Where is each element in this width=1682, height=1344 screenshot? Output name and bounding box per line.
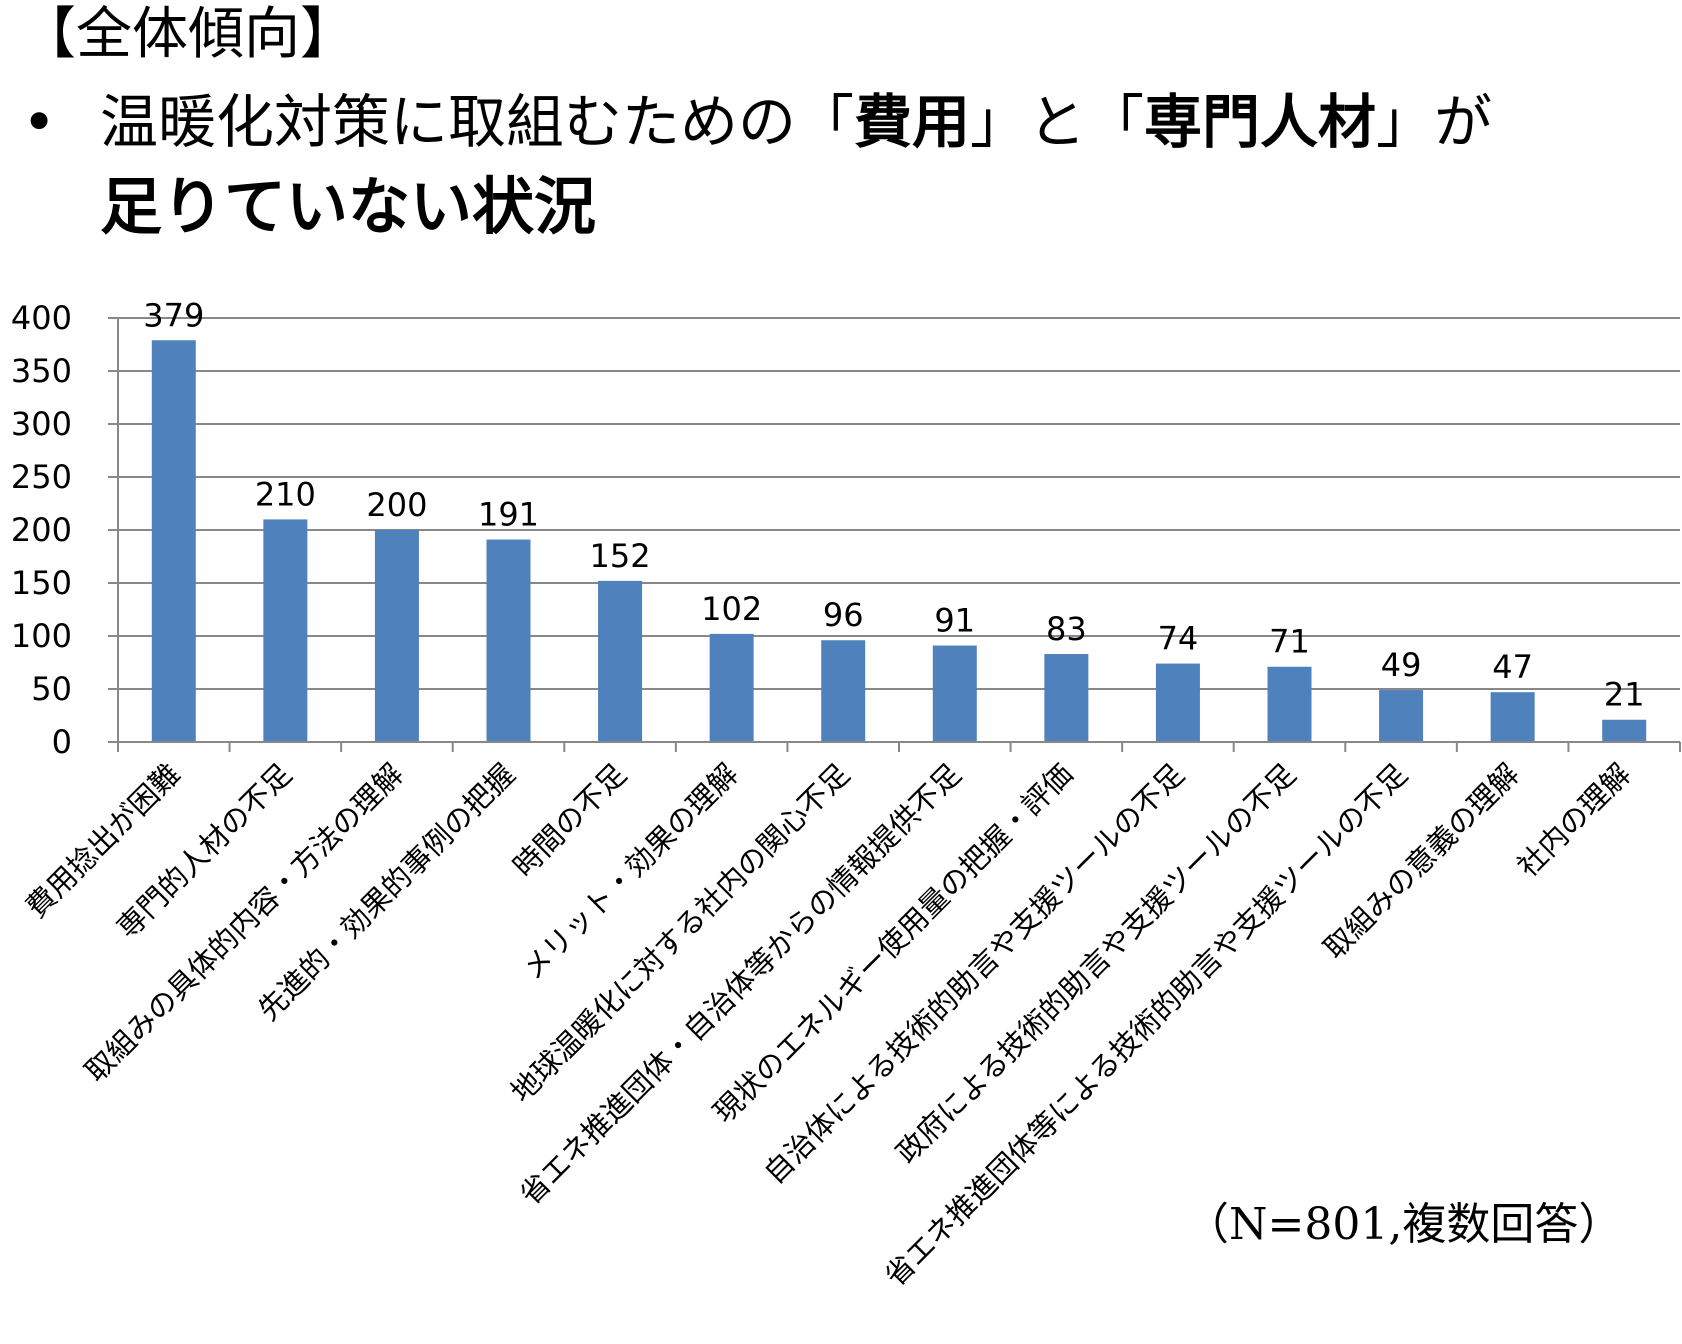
x-axis-label: 社内の理解: [1511, 757, 1638, 884]
bar: [821, 640, 866, 742]
x-axis-label: 取組みの意義の理解: [1317, 757, 1526, 966]
data-label: 96: [823, 596, 864, 634]
sample-note: （N=801,複数回答）: [1185, 1199, 1623, 1250]
data-label: 74: [1158, 620, 1199, 658]
bar: [1155, 663, 1200, 742]
bullet-glyph: •: [22, 88, 57, 156]
bar: [932, 645, 977, 742]
data-labels: 379 210 200 191 152 102 96 91 83 74 71 49 47 21: [143, 296, 1644, 713]
data-label: 379: [143, 296, 204, 334]
bars: [151, 340, 1647, 742]
y-tick-label: 300: [11, 405, 72, 443]
y-tick-label: 250: [11, 458, 72, 496]
bar: [598, 580, 643, 742]
bar: [709, 633, 754, 742]
y-tick-label: 400: [11, 299, 72, 337]
data-label: 200: [366, 486, 427, 524]
bar: [1379, 690, 1424, 742]
y-tick-label: 200: [11, 511, 72, 549]
bullet-line: • 温暖化対策に取組むための「費用」と「専門人材」が: [22, 88, 1492, 158]
bullet-text-part2: 」と「: [970, 88, 1145, 156]
y-tick-label: 0: [52, 723, 72, 761]
data-label: 83: [1046, 610, 1087, 648]
bar: [374, 530, 419, 742]
data-label: 21: [1604, 676, 1645, 714]
bar: [1044, 654, 1089, 742]
bullet-bold-cost: 費用: [854, 88, 971, 156]
y-tick-label: 350: [11, 352, 72, 390]
axes: [117, 318, 1681, 752]
data-label: 91: [934, 602, 975, 640]
data-label: 102: [701, 590, 762, 628]
x-axis-label: 自治体による技術的助言や支援ツールの不足: [757, 757, 1191, 1191]
data-label: 210: [255, 475, 316, 513]
y-tick-label: 100: [11, 617, 72, 655]
data-label: 47: [1492, 648, 1533, 686]
bar: [486, 539, 531, 742]
y-tick-label: 150: [11, 564, 72, 602]
x-axis-label: メリット・効果の理解: [515, 757, 744, 986]
bar: [1490, 692, 1535, 742]
y-axis-ticks: 0 50 100 150 200 250 300 350 400: [11, 299, 72, 761]
bar: [1602, 719, 1647, 742]
bullet-line-2: 足りていない状況: [100, 170, 597, 243]
bullet-bold-staff: 専門人材: [1144, 88, 1377, 156]
y-tick-label: 50: [31, 670, 72, 708]
data-label: 71: [1269, 623, 1310, 661]
grid-lines: [108, 317, 1680, 743]
bullet-text-part3: 」が: [1376, 88, 1493, 156]
x-axis-label: 政府による技術的助言や支援ツールの不足: [889, 757, 1302, 1170]
bar: [263, 519, 308, 742]
section-heading: 【全体傾向】: [20, 2, 356, 67]
bullet-text-part1: 温暖化対策に取組むための「: [100, 88, 855, 156]
data-label: 191: [478, 496, 539, 534]
data-label: 49: [1381, 646, 1422, 684]
data-label: 152: [590, 537, 651, 575]
bar: [151, 340, 196, 742]
bar: [1267, 666, 1312, 742]
